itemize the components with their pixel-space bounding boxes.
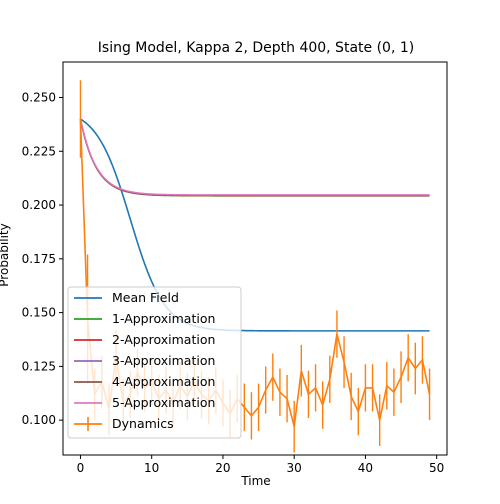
legend-label: Mean Field [112, 290, 179, 305]
legend-label: 3-Approximation [112, 353, 215, 368]
y-tick-label: 0.150 [22, 306, 56, 320]
legend-label: Dynamics [112, 416, 174, 431]
x-axis-label: Time [240, 474, 270, 488]
x-tick-label: 10 [144, 461, 159, 475]
y-tick-label: 0.225 [22, 144, 56, 158]
y-axis-label: Probability [0, 223, 11, 286]
legend: Mean Field 1-Approximation 2-Approximation… [67, 286, 242, 439]
legend-label: 2-Approximation [112, 332, 215, 347]
y-tick-label: 0.200 [22, 198, 56, 212]
x-tick-label: 50 [429, 461, 444, 475]
x-tick-label: 30 [287, 461, 302, 475]
chart-title: Ising Model, Kappa 2, Depth 400, State (… [98, 40, 414, 56]
legend-label: 5-Approximation [112, 395, 215, 410]
legend-label: 1-Approximation [112, 311, 215, 326]
axes: 0 10 20 30 40 50 0.100 0.125 0.150 0.175 0.200 0.22… [22, 61, 448, 475]
y-tick-label: 0.125 [22, 359, 56, 373]
y-tick-label: 0.175 [22, 252, 56, 266]
legend-label: 4-Approximation [112, 374, 215, 389]
series-mean-field-line [80, 118, 430, 332]
legend-box [67, 286, 242, 439]
x-tick-label: 20 [215, 461, 230, 475]
y-tick-label: 0.100 [22, 413, 56, 427]
series-5-approximation-line [79, 118, 430, 196]
x-tick-label: 0 [77, 461, 85, 475]
x-tick-label: 40 [358, 461, 373, 475]
y-tick-label: 0.250 [22, 90, 56, 104]
